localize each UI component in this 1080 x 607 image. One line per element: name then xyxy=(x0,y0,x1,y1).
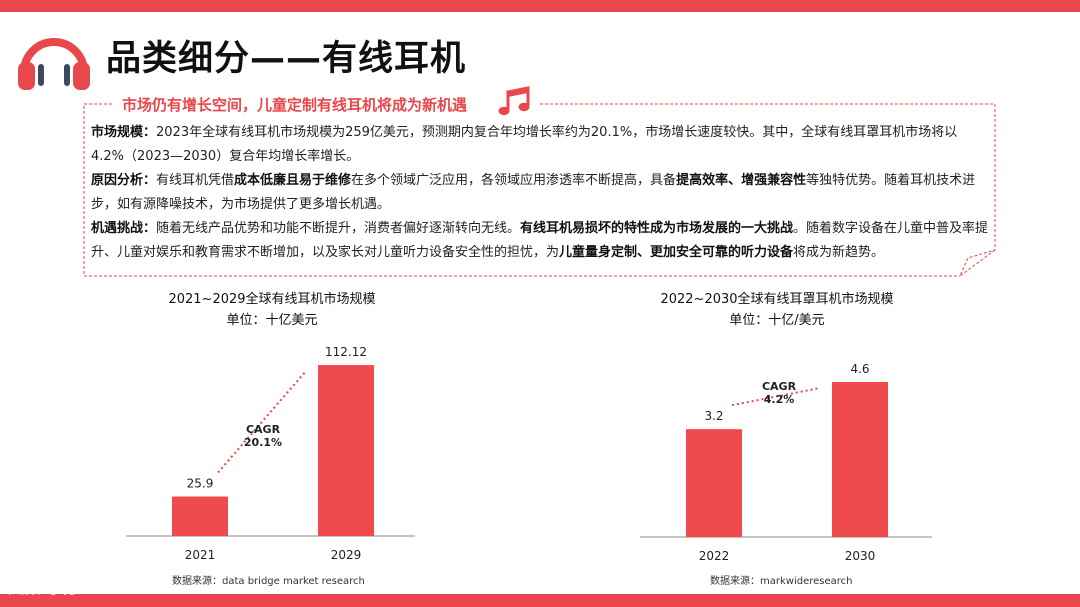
banner-title: 市场仍有增长空间，儿童定制有线耳机将成为新机遇 xyxy=(116,94,474,115)
x-tick-label: 2030 xyxy=(845,549,876,563)
top-accent-bar xyxy=(0,0,1080,12)
highlight-text: 有线耳机易损坏的特性成为市场发展的一大挑战 xyxy=(520,221,794,236)
body-text: 有线耳机凭借 xyxy=(156,173,235,188)
bar-value-label: 112.12 xyxy=(325,345,367,359)
body-text: 在多个领域广泛应用，各领域应用渗透率不断提高，具备 xyxy=(351,173,677,188)
cause-analysis-paragraph: 原因分析：有线耳机凭借成本低廉且易于维修在多个领域广泛应用，各领域应用渗透率不断… xyxy=(91,169,991,217)
watermark: 大数跨境 xyxy=(8,578,77,597)
body-text: 随着无线产品优势和功能不断提升，消费者偏好逐渐转向无线。 xyxy=(156,221,521,236)
cagr-label: CAGR xyxy=(246,423,281,436)
analysis-text: 市场规模：2023年全球有线耳机市场规模为259亿美元，预测期内复合年均增长率约… xyxy=(91,121,991,265)
chart-subtitle: 单位：十亿美元 xyxy=(226,313,317,328)
chart-title: 2021~2029全球有线耳机市场规模 xyxy=(168,291,375,307)
market-size-paragraph: 市场规模：2023年全球有线耳机市场规模为259亿美元，预测期内复合年均增长率约… xyxy=(91,121,991,169)
music-note-icon xyxy=(498,86,530,116)
highlight-text: 市场规模： xyxy=(91,125,157,140)
x-tick-label: 2021 xyxy=(185,548,216,562)
body-text: 2023年全球有线耳机市场规模为259亿美元，预测期内复合年均增长率约为20.1… xyxy=(91,125,958,164)
cagr-label: CAGR xyxy=(762,380,797,393)
body-text: 等独特优势。随着耳机技术进步，如有源降噪技术，为市场提供了更多增长机遇。 xyxy=(91,173,976,212)
highlight-text: 机遇挑战： xyxy=(91,221,157,236)
bar-2022 xyxy=(686,429,742,537)
bar-value-label: 3.2 xyxy=(704,409,723,423)
right-source-note: 数据来源：markwideresearch xyxy=(710,576,853,587)
highlight-text: 成本低廉且易于维修 xyxy=(234,173,352,188)
x-tick-label: 2022 xyxy=(699,549,730,563)
left-source-note: 数据来源：data bridge market research xyxy=(172,576,365,587)
cagr-value: 20.1% xyxy=(244,436,282,449)
bar-value-label: 25.9 xyxy=(187,477,214,491)
highlight-text: 原因分析： xyxy=(91,173,157,188)
page-title: 品类细分——有线耳机 xyxy=(106,39,467,79)
bar-2030 xyxy=(832,382,888,537)
bar-2029 xyxy=(318,365,374,536)
cagr-trend-line xyxy=(217,370,307,474)
bottom-accent-bar xyxy=(0,594,1080,607)
body-text: 将成为新趋势。 xyxy=(793,245,885,260)
chart-subtitle: 单位：十亿/美元 xyxy=(729,313,824,328)
body-text: 。随着数字设备在儿童中普及率提升、儿童对娱乐和教育需求不断增加，以及家长对儿童听… xyxy=(91,221,989,260)
highlight-text: 儿童量身定制、更加安全可靠的听力设备 xyxy=(559,245,794,260)
highlight-text: 提高效率、增强兼容性 xyxy=(676,173,807,188)
bar-2021 xyxy=(172,496,228,536)
headphones-icon xyxy=(18,38,90,90)
bar-value-label: 4.6 xyxy=(850,362,869,376)
cagr-value: 4.2% xyxy=(764,393,795,406)
x-tick-label: 2029 xyxy=(331,548,362,562)
opportunity-challenge-paragraph: 机遇挑战：随着无线产品优势和功能不断提升，消费者偏好逐渐转向无线。有线耳机易损坏… xyxy=(91,217,991,265)
chart-title: 2022~2030全球有线耳罩耳机市场规模 xyxy=(660,291,893,307)
